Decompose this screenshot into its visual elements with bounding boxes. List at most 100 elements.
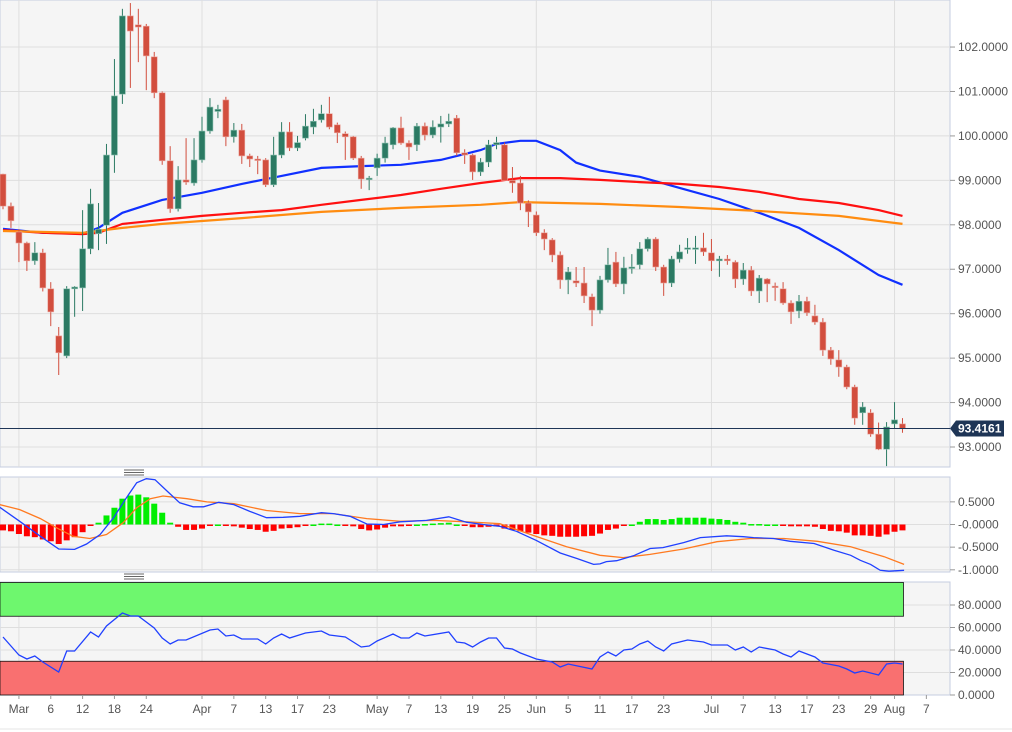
macd-histogram-bar	[342, 524, 349, 526]
candle-down	[421, 125, 429, 136]
candle-up	[302, 125, 309, 139]
macd-histogram-bar	[47, 524, 54, 542]
macd-histogram-bar	[477, 524, 484, 528]
candle-up	[373, 157, 381, 169]
macd-histogram-bar	[875, 524, 882, 537]
candle-down	[0, 173, 7, 207]
candle-down	[453, 117, 461, 154]
rsi-tick-label: 80.0000	[958, 598, 1002, 612]
macd-histogram-bar	[445, 522, 452, 525]
candle-down	[612, 261, 620, 285]
ma-slow-line	[2, 200, 903, 234]
x-tick-label: 7	[230, 702, 237, 716]
candle-down	[835, 359, 843, 368]
x-tick-label: 13	[259, 702, 273, 716]
price-tick-label: 100.0000	[958, 129, 1008, 143]
candle-down	[572, 280, 580, 284]
macd-histogram-bar	[573, 524, 580, 537]
macd-histogram-bar	[788, 524, 795, 527]
candle-down	[469, 154, 476, 173]
candle-up	[278, 131, 285, 156]
candle-down	[246, 155, 254, 160]
macd-histogram-bar	[851, 524, 858, 536]
macd-histogram-bar	[270, 524, 277, 531]
macd-signal-line	[0, 495, 905, 566]
macd-histogram-bar	[246, 524, 253, 530]
x-tick-label: Jun	[527, 702, 546, 716]
macd-histogram-bar	[437, 523, 444, 525]
candle-down	[787, 302, 795, 313]
candle-up	[413, 125, 421, 146]
macd-histogram-bar	[509, 524, 516, 530]
macd-histogram-bar	[453, 524, 460, 526]
candle-up	[111, 95, 118, 156]
last-price-label: 93.4161	[958, 422, 1002, 436]
candle-down	[39, 252, 47, 289]
macd-histogram-bar	[167, 522, 174, 525]
candle-down	[867, 412, 874, 435]
axes: 102.0000 101.0000 100.0000 99.0000 98.0000 97…	[0, 40, 1012, 730]
macd-histogram-bar	[748, 524, 755, 526]
x-tick-label: 17	[291, 702, 305, 716]
candle-down	[150, 56, 158, 94]
macd-histogram-bar	[525, 524, 532, 533]
candle-down	[548, 239, 556, 256]
macd-histogram-bar	[628, 524, 635, 526]
candle-up	[684, 247, 691, 250]
candle-up	[270, 154, 277, 186]
macd-histogram-bar	[238, 524, 245, 528]
candle-down	[827, 349, 835, 360]
candle-down	[525, 202, 532, 213]
macd-histogram-bar	[652, 519, 659, 525]
candle-down	[899, 423, 906, 429]
candle-up	[477, 161, 484, 173]
candle-down	[700, 247, 707, 253]
macd-histogram-bar	[644, 519, 651, 525]
rsi-panel-resize-handle[interactable]	[124, 573, 144, 580]
x-tick-label: May	[366, 702, 389, 716]
candle-down	[47, 288, 55, 313]
macd-histogram-bar	[692, 517, 699, 525]
macd-panel-resize-handle[interactable]	[124, 469, 144, 476]
macd-histogram-bar	[15, 524, 22, 535]
macd-histogram-bar	[286, 524, 293, 529]
x-tick-label: 17	[625, 702, 639, 716]
rsi-oversold-zone	[0, 660, 904, 696]
macd-histogram-bar	[700, 517, 707, 525]
candle-down	[15, 231, 23, 244]
candle-down	[811, 315, 819, 323]
macd-histogram-bar	[796, 524, 802, 527]
candle-up	[389, 127, 397, 146]
rsi-tick-label: 20.0000	[958, 666, 1002, 680]
candle-down	[732, 261, 739, 280]
macd-histogram-bar	[756, 524, 763, 526]
candle-up	[71, 286, 78, 290]
macd-tick-label: -0.5000	[958, 540, 999, 554]
candle-up	[676, 251, 683, 260]
candle-up	[79, 248, 86, 289]
candle-down	[326, 113, 333, 128]
candle-up	[739, 269, 747, 280]
macd-histogram-bar	[0, 524, 6, 531]
macd-histogram-bar	[708, 518, 715, 525]
macd-histogram-bar	[262, 524, 269, 532]
x-tick-label: 18	[108, 702, 122, 716]
macd-histogram-bar	[716, 519, 723, 525]
macd-histogram-bar	[589, 524, 596, 536]
price-tick-label: 97.0000	[958, 262, 1002, 276]
candle-up	[596, 279, 604, 311]
macd-histogram-bar	[517, 524, 524, 532]
candle-up	[485, 144, 492, 163]
candle-up	[429, 126, 437, 136]
last-price-tag-shape	[950, 420, 1004, 437]
macd-histogram-bar	[398, 524, 404, 527]
candle-down	[517, 182, 524, 204]
macd-histogram-bar	[230, 524, 237, 527]
candle-up	[795, 300, 803, 312]
macd-histogram-bar	[31, 524, 38, 538]
macd-histogram-bar	[835, 524, 842, 532]
candle-down	[461, 152, 468, 156]
candle-down	[533, 214, 540, 234]
candle-down	[182, 179, 190, 183]
candle-down	[135, 24, 142, 28]
